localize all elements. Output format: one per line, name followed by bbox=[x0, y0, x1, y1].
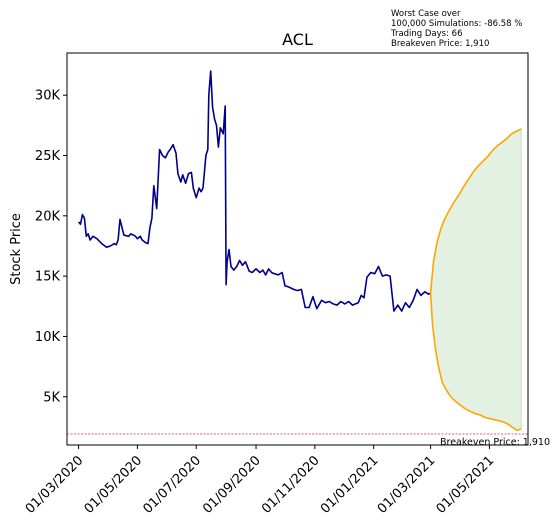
x-tick-label: 01/05/2020 bbox=[82, 453, 146, 517]
x-tick-label: 01/11/2020 bbox=[259, 453, 323, 517]
x-tick-label: 01/09/2020 bbox=[200, 453, 264, 517]
x-tick-label: 01/07/2020 bbox=[140, 453, 204, 517]
x-tick-label: 01/05/2021 bbox=[434, 453, 498, 517]
history-line bbox=[77, 70, 432, 312]
y-axis-label: Stock Price bbox=[9, 213, 24, 285]
x-tick-label: 01/03/2021 bbox=[375, 453, 439, 517]
y-tick-label: 20K bbox=[35, 209, 61, 224]
y-axis: 5K 10K 15K 20K 25K 30K bbox=[35, 89, 67, 405]
chart-title: ACL bbox=[282, 30, 313, 49]
y-tick-label: 10K bbox=[35, 330, 61, 345]
annotation-line: Breakeven Price: 1,910 bbox=[391, 39, 489, 49]
y-tick-label: 15K bbox=[35, 270, 61, 285]
annotation-line: Worst Case over bbox=[391, 9, 461, 19]
y-tick-label: 5K bbox=[43, 390, 60, 405]
x-tick-label: 01/01/2021 bbox=[318, 453, 382, 517]
breakeven-label: Breakeven Price: 1,910 bbox=[440, 437, 550, 448]
plot-area bbox=[67, 70, 528, 435]
x-axis: 01/03/202001/05/202001/07/202001/09/2020… bbox=[23, 445, 497, 517]
axes-frame bbox=[66, 52, 529, 446]
annotation-line: 100,000 Simulations: -86.58 % bbox=[391, 19, 522, 29]
y-tick-label: 25K bbox=[35, 149, 61, 164]
annotation-line: Trading Days: 66 bbox=[390, 29, 462, 39]
simulation-best-line bbox=[429, 128, 522, 294]
x-tick-label: 01/03/2020 bbox=[23, 453, 87, 517]
simulation-worst-line bbox=[429, 292, 522, 432]
y-tick-label: 30K bbox=[35, 89, 61, 104]
